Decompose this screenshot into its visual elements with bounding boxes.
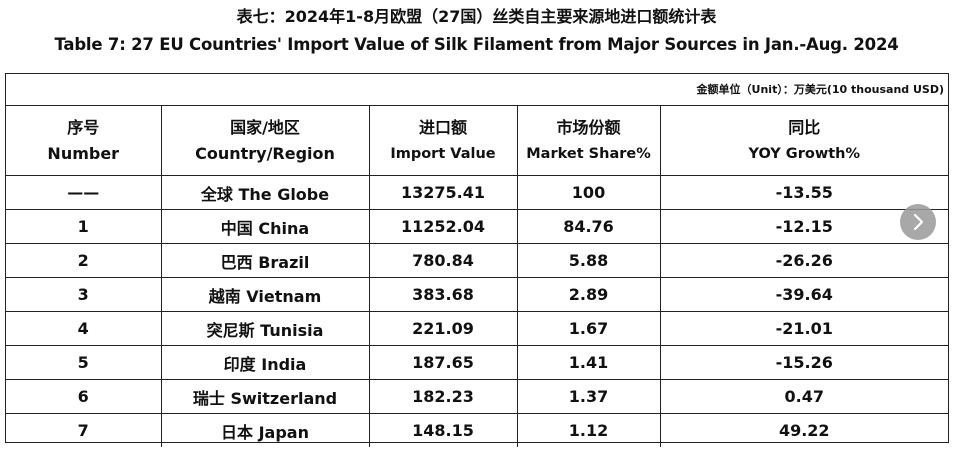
header-import-value: 进口额 Import Value — [368, 106, 518, 176]
cell-yoy-growth: -26.26 — [659, 243, 948, 278]
table-row: 6 瑞士 Switzerland 182.23 1.37 0.47 — [6, 379, 948, 414]
cell-yoy-growth: -21.01 — [659, 311, 948, 346]
cell-yoy-growth: -15.26 — [659, 345, 948, 380]
cell-market-share: 1.37 — [516, 379, 661, 414]
cell-country: 中国 China — [160, 209, 370, 244]
cell-number: 3 — [6, 277, 162, 312]
header-country: 国家/地区 Country/Region — [160, 106, 370, 176]
cell-country: 日本 Japan — [160, 413, 370, 447]
table-row: —— 全球 The Globe 13275.41 100 -13.55 — [6, 175, 948, 210]
cell-yoy-growth: 0.47 — [659, 379, 948, 414]
table-row: 3 越南 Vietnam 383.68 2.89 -39.64 — [6, 277, 948, 312]
cell-import-value: 221.09 — [368, 311, 518, 346]
chevron-right-icon — [913, 213, 924, 231]
next-slide-button[interactable] — [900, 204, 936, 240]
cell-market-share: 1.41 — [516, 345, 661, 380]
cell-import-value: 148.15 — [368, 413, 518, 447]
table-row: 2 巴西 Brazil 780.84 5.88 -26.26 — [6, 243, 948, 278]
data-table: 序号 Number 国家/地区 Country/Region 进口额 Import V… — [6, 106, 948, 447]
cell-market-share: 84.76 — [516, 209, 661, 244]
cell-number: —— — [6, 175, 162, 210]
cell-country: 印度 India — [160, 345, 370, 380]
cell-market-share: 1.12 — [516, 413, 661, 447]
cell-number: 5 — [6, 345, 162, 380]
cell-yoy-growth: -39.64 — [659, 277, 948, 312]
cell-market-share: 1.67 — [516, 311, 661, 346]
unit-note: 金额单位（Unit）：万美元(10 thousand USD) — [6, 74, 948, 106]
header-yoy-growth: 同比 YOY Growth% — [659, 106, 948, 176]
cell-number: 6 — [6, 379, 162, 414]
cell-yoy-growth: -13.55 — [659, 175, 948, 210]
cell-number: 1 — [6, 209, 162, 244]
cell-number: 2 — [6, 243, 162, 278]
header-number: 序号 Number — [6, 106, 162, 176]
cell-import-value: 187.65 — [368, 345, 518, 380]
cell-country: 越南 Vietnam — [160, 277, 370, 312]
cell-yoy-growth: 49.22 — [659, 413, 948, 447]
table-row: 5 印度 India 187.65 1.41 -15.26 — [6, 345, 948, 380]
cell-country: 瑞士 Switzerland — [160, 379, 370, 414]
cell-market-share: 2.89 — [516, 277, 661, 312]
cell-import-value: 13275.41 — [368, 175, 518, 210]
table-row: 4 突尼斯 Tunisia 221.09 1.67 -21.01 — [6, 311, 948, 346]
cell-number: 7 — [6, 413, 162, 447]
cell-country: 全球 The Globe — [160, 175, 370, 210]
table-row: 7 日本 Japan 148.15 1.12 49.22 — [6, 413, 948, 447]
table-row: 1 中国 China 11252.04 84.76 -12.15 — [6, 209, 948, 244]
cell-import-value: 780.84 — [368, 243, 518, 278]
table-title-english: Table 7: 27 EU Countries' Import Value o… — [54, 35, 899, 54]
cell-import-value: 383.68 — [368, 277, 518, 312]
header-market-share: 市场份额 Market Share% — [516, 106, 661, 176]
import-table: 金额单位（Unit）：万美元(10 thousand USD) 序号 Number… — [5, 73, 949, 447]
header-row: 序号 Number 国家/地区 Country/Region 进口额 Import V… — [6, 106, 948, 176]
cell-country: 突尼斯 Tunisia — [160, 311, 370, 346]
cell-import-value: 11252.04 — [368, 209, 518, 244]
cell-market-share: 5.88 — [516, 243, 661, 278]
cell-number: 4 — [6, 311, 162, 346]
table-title-chinese: 表七：2024年1-8月欧盟（27国）丝类自主要来源地进口额统计表 — [236, 7, 717, 26]
cell-import-value: 182.23 — [368, 379, 518, 414]
cell-country: 巴西 Brazil — [160, 243, 370, 278]
cell-market-share: 100 — [516, 175, 661, 210]
